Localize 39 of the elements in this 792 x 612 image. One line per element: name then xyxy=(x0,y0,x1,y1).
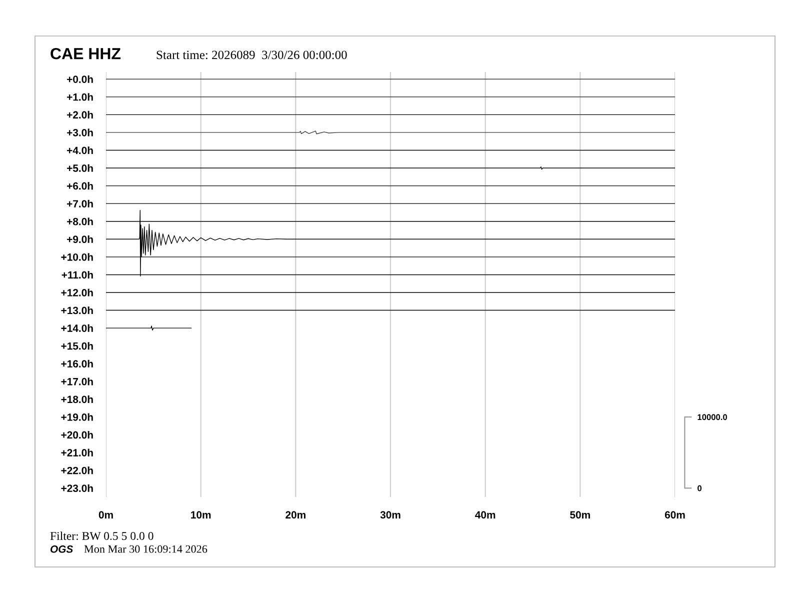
y-tick-label: +17.0h xyxy=(61,378,93,386)
y-tick-label: +5.0h xyxy=(67,164,93,172)
y-tick-label: +8.0h xyxy=(67,218,93,226)
y-tick-label: +10.0h xyxy=(61,253,93,261)
y-tick-label: +7.0h xyxy=(67,200,93,208)
y-tick-label: +20.0h xyxy=(61,430,93,439)
y-tick-label: +15.0h xyxy=(61,342,93,350)
text: Filter: BW 0.5 5 0.0 0 xyxy=(50,532,154,540)
y-tick-label: +22.0h xyxy=(61,466,93,474)
y-tick-label: +16.0h xyxy=(61,360,93,368)
x-tick-label: 40m xyxy=(475,511,496,519)
y-tick-label: +4.0h xyxy=(67,146,93,154)
x-tick-label: 20m xyxy=(286,511,306,519)
y-tick-label: +14.0h xyxy=(61,324,93,332)
x-tick-label: 30m xyxy=(380,511,400,519)
y-tick-label: +0.0h xyxy=(67,75,93,83)
chart-title: CAE HHZ xyxy=(50,48,121,60)
y-tick-label: +3.0h xyxy=(67,128,93,136)
y-tick-label: +9.0h xyxy=(67,235,93,244)
x-tick-label: 50m xyxy=(570,511,590,519)
y-tick-label: +1.0h xyxy=(67,93,93,101)
x-tick-label: 60m xyxy=(664,511,685,519)
x-tick-label: 0m xyxy=(98,511,113,519)
y-tick-label: +12.0h xyxy=(61,288,93,296)
text: OGS xyxy=(50,545,74,553)
y-tick-label: +6.0h xyxy=(67,182,93,190)
y2-tick-label: 10000.0 xyxy=(698,414,728,420)
y2-tick-label: 0 xyxy=(698,485,702,492)
x-tick-label: 10m xyxy=(191,511,211,519)
y-tick-label: +18.0h xyxy=(61,395,93,404)
y-tick-label: +21.0h xyxy=(61,448,93,456)
y-tick-label: +11.0h xyxy=(62,270,93,279)
y-tick-label: +13.0h xyxy=(61,306,93,314)
y-tick-label: +23.0h xyxy=(61,484,93,492)
y-tick-label: +2.0h xyxy=(67,110,93,119)
y-tick-label: +19.0h xyxy=(61,413,93,421)
line-series xyxy=(106,210,675,276)
chart-subtitle: Start time: 2026089 3/30/26 00:00:00 xyxy=(156,50,347,60)
text: Mon Mar 30 16:09:14 2026 xyxy=(84,545,208,553)
